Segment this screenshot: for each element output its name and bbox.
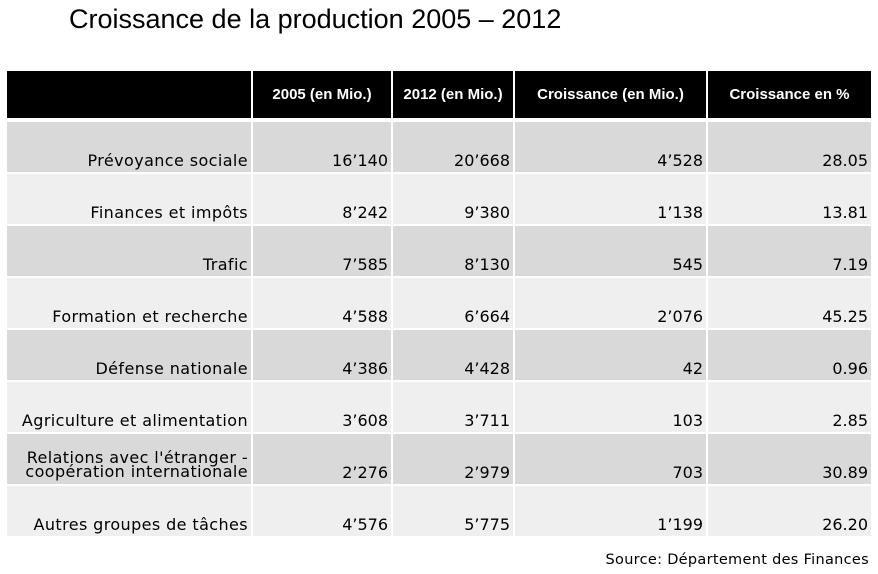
column-header-growth: Croissance (en Mio.): [515, 71, 708, 122]
cell-growth: 1’138: [515, 174, 708, 226]
row-category: Trafic: [7, 226, 253, 278]
column-header-category: [7, 71, 253, 122]
cell-2005: 4’588: [253, 278, 393, 330]
table-row: Défense nationale 4’386 4’428 42 0.96: [7, 330, 871, 382]
cell-2005: 4’576: [253, 486, 393, 538]
cell-growth-percent: 0.96: [708, 330, 871, 382]
cell-growth: 703: [515, 434, 708, 486]
cell-2005: 8’242: [253, 174, 393, 226]
row-category: Autres groupes de tâches: [7, 486, 253, 538]
cell-growth: 2’076: [515, 278, 708, 330]
row-category-line: Relations avec l'étranger -: [26, 448, 248, 467]
cell-growth: 545: [515, 226, 708, 278]
column-header-2005: 2005 (en Mio.): [253, 71, 393, 122]
cell-2005: 3’608: [253, 382, 393, 434]
row-category: Défense nationale: [7, 330, 253, 382]
table-row: Autres groupes de tâches 4’576 5’775 1’1…: [7, 486, 871, 538]
cell-2012: 4’428: [393, 330, 515, 382]
row-category: Prévoyance sociale: [7, 122, 253, 174]
cell-growth-percent: 45.25: [708, 278, 871, 330]
cell-growth-percent: 30.89: [708, 434, 871, 486]
row-category: Finances et impôts: [7, 174, 253, 226]
cell-growth-percent: 26.20: [708, 486, 871, 538]
row-category: Agriculture et alimentation: [7, 382, 253, 434]
cell-2012: 5’775: [393, 486, 515, 538]
cell-2012: 9’380: [393, 174, 515, 226]
table-row: Trafic 7’585 8’130 545 7.19: [7, 226, 871, 278]
cell-growth-percent: 2.85: [708, 382, 871, 434]
cell-growth-percent: 13.81: [708, 174, 871, 226]
cell-2005: 4’386: [253, 330, 393, 382]
table-row: Agriculture et alimentation 3’608 3’711 …: [7, 382, 871, 434]
cell-2005: 16’140: [253, 122, 393, 174]
cell-growth: 42: [515, 330, 708, 382]
cell-2012: 8’130: [393, 226, 515, 278]
cell-2012: 2’979: [393, 434, 515, 486]
cell-2012: 20’668: [393, 122, 515, 174]
data-table: 2005 (en Mio.) 2012 (en Mio.) Croissance…: [7, 71, 871, 538]
cell-2005: 7’585: [253, 226, 393, 278]
cell-growth-percent: 28.05: [708, 122, 871, 174]
cell-growth: 4’528: [515, 122, 708, 174]
cell-growth-percent: 7.19: [708, 226, 871, 278]
column-header-2012: 2012 (en Mio.): [393, 71, 515, 122]
row-category: Formation et recherche: [7, 278, 253, 330]
cell-growth: 1’199: [515, 486, 708, 538]
cell-growth: 103: [515, 382, 708, 434]
chart-title: Croissance de la production 2005 – 2012: [69, 4, 562, 34]
cell-2012: 3’711: [393, 382, 515, 434]
row-category-line: coopération internationale: [25, 462, 248, 481]
table-row: Finances et impôts 8’242 9’380 1’138 13.…: [7, 174, 871, 226]
row-category: Relations avec l'étranger - coopération …: [7, 434, 253, 486]
table-row: Prévoyance sociale 16’140 20’668 4’528 2…: [7, 122, 871, 174]
column-header-growth-percent: Croissance en %: [708, 71, 871, 122]
source-note: Source: Département des Finances: [605, 552, 869, 568]
cell-2012: 6’664: [393, 278, 515, 330]
table-row: Relations avec l'étranger - coopération …: [7, 434, 871, 486]
table-row: Formation et recherche 4’588 6’664 2’076…: [7, 278, 871, 330]
cell-2005: 2’276: [253, 434, 393, 486]
header-row: 2005 (en Mio.) 2012 (en Mio.) Croissance…: [7, 71, 871, 122]
